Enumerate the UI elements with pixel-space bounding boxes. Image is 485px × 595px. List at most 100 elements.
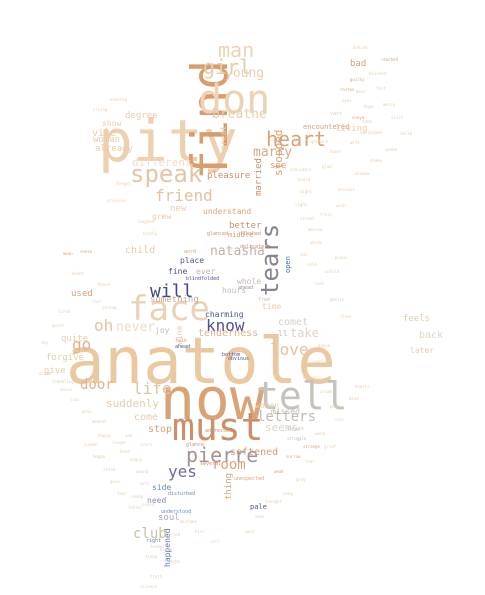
cloud-word: know	[206, 316, 245, 335]
cloud-word: charming	[205, 310, 244, 319]
cloud-word: honor	[330, 149, 343, 154]
cloud-word: tear	[305, 459, 315, 464]
cloud-word: moment	[92, 419, 107, 424]
cloud-word: don	[198, 77, 271, 123]
cloud-word: women	[255, 401, 280, 410]
cloud-word: scorn	[140, 442, 153, 447]
cloud-word: unexpected	[234, 476, 265, 482]
cloud-word: song	[283, 491, 293, 496]
cloud-word: silence	[140, 584, 157, 589]
cloud-word: sat	[300, 252, 308, 257]
cloud-word: smile	[400, 131, 413, 136]
cloud-word: pain	[82, 409, 92, 414]
cloud-word: laughed	[137, 219, 154, 224]
cloud-word: tears	[256, 223, 284, 296]
cloud-word: night	[300, 189, 313, 194]
cloud-word: talk	[175, 338, 188, 344]
cloud-word: word	[184, 249, 197, 255]
cloud-word: speak	[130, 160, 203, 188]
cloud-word: stop	[148, 424, 173, 435]
cloud-word: spoke	[385, 147, 398, 152]
cloud-word: sky	[41, 340, 49, 345]
cloud-word: sense	[80, 249, 93, 254]
cloud-word: glanced	[207, 231, 229, 237]
cloud-word: married	[254, 158, 264, 196]
cloud-word: longer	[112, 440, 127, 445]
cloud-word: gray	[296, 477, 306, 482]
cloud-word: mercy	[383, 102, 396, 107]
cloud-word: peace	[330, 404, 343, 409]
cloud-word: take	[290, 326, 319, 340]
cloud-word: pity	[98, 107, 238, 175]
cloud-word: later	[410, 346, 435, 355]
cloud-word: go	[72, 335, 92, 354]
cloud-word: blushed	[369, 71, 386, 76]
cloud-word: several	[200, 461, 222, 467]
cloud-word: come	[134, 412, 159, 423]
cloud-word: lonely	[312, 359, 327, 364]
cloud-word: marry	[253, 145, 293, 160]
cloud-word: pierre	[186, 443, 259, 467]
cloud-word: show	[102, 119, 122, 128]
cloud-word: softened	[230, 447, 279, 458]
cloud-word: quiet	[52, 323, 65, 328]
cloud-word: wound	[136, 469, 149, 474]
cloud-word: mind	[349, 396, 359, 401]
cloud-word: bad	[350, 59, 367, 69]
cloud-word: happy	[98, 433, 111, 438]
cloud-word: behind	[353, 45, 368, 50]
cloud-word: sonya	[352, 115, 365, 120]
cloud-word: seems	[265, 421, 299, 434]
cloud-word: guilty	[350, 77, 365, 82]
cloud-word: great	[219, 125, 228, 150]
cloud-word: natasha	[210, 244, 265, 259]
cloud-word: wait	[245, 529, 255, 534]
cloud-word: heard	[298, 177, 311, 182]
cloud-word: quite	[61, 334, 89, 344]
cloud-word: give	[44, 366, 66, 376]
cloud-word: kindly	[143, 231, 158, 236]
cloud-word: open	[284, 256, 292, 273]
cloud-word: pleasure	[207, 171, 251, 181]
cloud-word: hate	[170, 559, 180, 564]
cloud-word: glad	[322, 164, 332, 169]
cloud-word: gentle	[330, 297, 345, 302]
cloud-word: ahead	[238, 285, 254, 291]
cloud-word: mistake	[180, 519, 197, 524]
cloud-word: crime	[320, 389, 333, 394]
cloud-word: delicately	[240, 244, 271, 250]
cloud-word: room	[212, 457, 246, 473]
cloud-word: need	[147, 496, 167, 505]
cloud-word: trembling	[52, 379, 74, 384]
cloud-word: must	[172, 405, 264, 449]
cloud-word: sound	[142, 502, 155, 507]
cloud-word: light	[295, 202, 308, 207]
cloud-word: man	[218, 38, 255, 62]
cloud-word: weak	[274, 469, 284, 474]
cloud-word: child	[125, 245, 156, 256]
cloud-word: sorrow	[286, 454, 301, 459]
cloud-word: thought	[287, 426, 304, 431]
cloud-word: love	[270, 340, 309, 359]
cloud-word: dance	[318, 343, 331, 348]
cloud-word: grew	[152, 212, 172, 221]
cloud-word: hand	[120, 449, 130, 454]
cloud-word: already	[95, 144, 133, 154]
cloud-word: truth	[150, 574, 163, 579]
cloud-word: exclaimed	[360, 130, 382, 135]
cloud-word: face	[128, 289, 210, 329]
cloud-word: cold	[307, 262, 317, 267]
cloud-word: felt	[376, 86, 386, 91]
cloud-word: letters	[257, 409, 317, 425]
cloud-word: heart	[266, 127, 327, 151]
cloud-word: ever	[196, 267, 216, 276]
cloud-word: tender	[150, 544, 165, 549]
cloud-word: soul	[158, 513, 180, 523]
cloud-word: ll	[278, 329, 288, 338]
cloud-word: joy	[155, 326, 170, 335]
cloud-word: dream	[39, 371, 52, 376]
cloud-word: pale	[250, 503, 267, 511]
cloud-word: living	[335, 124, 368, 134]
cloud-word: will	[150, 281, 194, 302]
cloud-word: year	[255, 514, 265, 519]
